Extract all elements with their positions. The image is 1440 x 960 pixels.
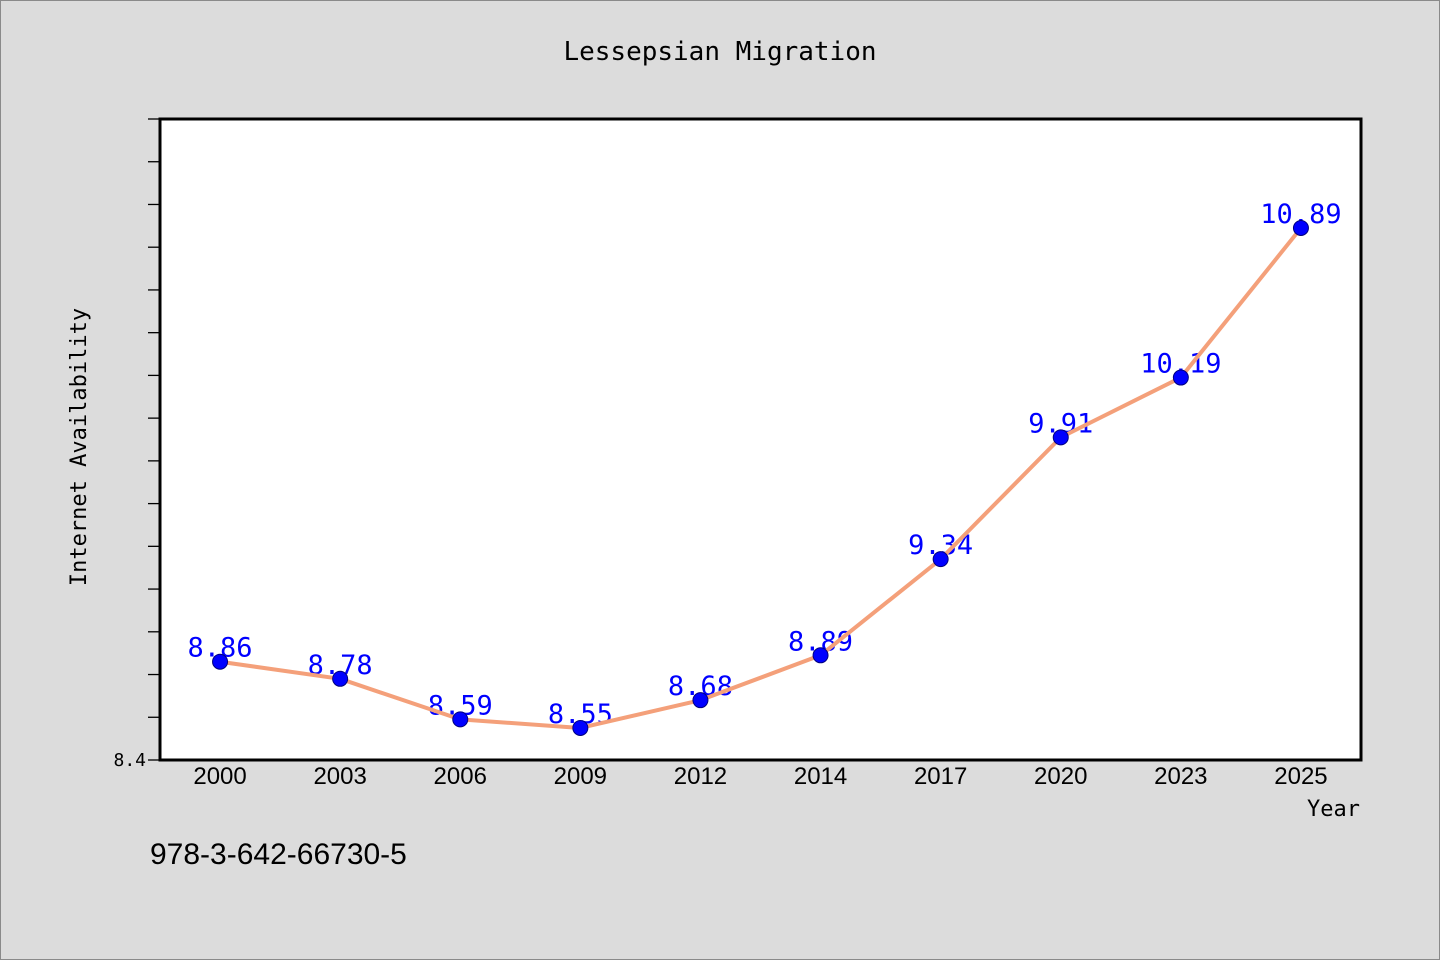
data-point (452, 711, 469, 728)
y-tick-label: 8.4 (113, 750, 146, 771)
x-tick-label: 2009 (554, 763, 607, 790)
data-point (572, 719, 589, 736)
data-point (212, 653, 229, 670)
x-tick-label: 2017 (914, 763, 967, 790)
x-tick-label: 2025 (1274, 763, 1327, 790)
data-point (1052, 429, 1069, 446)
y-axis-tick-labels: 8.4 (113, 750, 146, 771)
data-point (692, 692, 709, 709)
x-tick-label: 2003 (313, 763, 366, 790)
data-point (812, 647, 829, 664)
plot-area (158, 117, 1363, 762)
data-markers (212, 219, 1309, 736)
footer-code: 978-3-642-66730-5 (150, 838, 407, 871)
x-tick-label: 2023 (1154, 763, 1207, 790)
y-axis-ticks (148, 118, 160, 761)
x-tick-label: 2006 (434, 763, 487, 790)
x-tick-label: 2014 (794, 763, 847, 790)
x-tick-label: 2020 (1034, 763, 1087, 790)
data-point (932, 551, 949, 568)
data-point (1172, 369, 1189, 386)
y-axis-label: Internet Availability (67, 308, 92, 586)
data-point (1292, 219, 1309, 236)
chart-title: Lessepsian Migration (563, 37, 876, 67)
x-axis-tick-labels: 2000 2003 2006 2009 2012 2014 2017 2020 2023 2025 (193, 763, 1327, 790)
data-point (332, 670, 349, 687)
series-line (218, 225, 1303, 730)
x-tick-label: 2000 (193, 763, 246, 790)
x-tick-label: 2012 (674, 763, 727, 790)
x-axis-label: Year (1307, 797, 1360, 822)
